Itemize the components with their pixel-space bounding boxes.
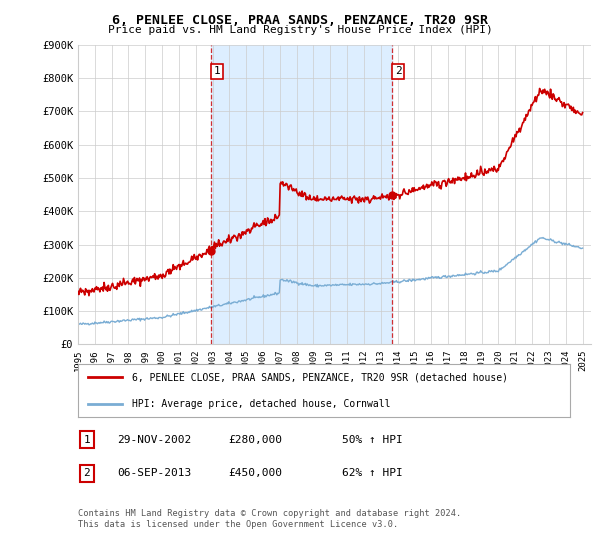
Text: 2: 2 <box>83 468 91 478</box>
Text: Price paid vs. HM Land Registry's House Price Index (HPI): Price paid vs. HM Land Registry's House … <box>107 25 493 35</box>
Text: Contains HM Land Registry data © Crown copyright and database right 2024.: Contains HM Land Registry data © Crown c… <box>78 509 461 518</box>
Text: 29-NOV-2002: 29-NOV-2002 <box>117 435 191 445</box>
Text: This data is licensed under the Open Government Licence v3.0.: This data is licensed under the Open Gov… <box>78 520 398 529</box>
Text: 6, PENLEE CLOSE, PRAA SANDS, PENZANCE, TR20 9SR (detached house): 6, PENLEE CLOSE, PRAA SANDS, PENZANCE, T… <box>132 372 508 382</box>
Text: 50% ↑ HPI: 50% ↑ HPI <box>342 435 403 445</box>
Text: 62% ↑ HPI: 62% ↑ HPI <box>342 468 403 478</box>
Text: 1: 1 <box>83 435 91 445</box>
Text: £450,000: £450,000 <box>228 468 282 478</box>
Text: 2: 2 <box>395 67 401 76</box>
Text: 6, PENLEE CLOSE, PRAA SANDS, PENZANCE, TR20 9SR: 6, PENLEE CLOSE, PRAA SANDS, PENZANCE, T… <box>112 14 488 27</box>
Text: £280,000: £280,000 <box>228 435 282 445</box>
Text: 1: 1 <box>214 67 220 76</box>
Text: 06-SEP-2013: 06-SEP-2013 <box>117 468 191 478</box>
Bar <box>211 45 392 344</box>
Text: HPI: Average price, detached house, Cornwall: HPI: Average price, detached house, Corn… <box>132 399 391 409</box>
